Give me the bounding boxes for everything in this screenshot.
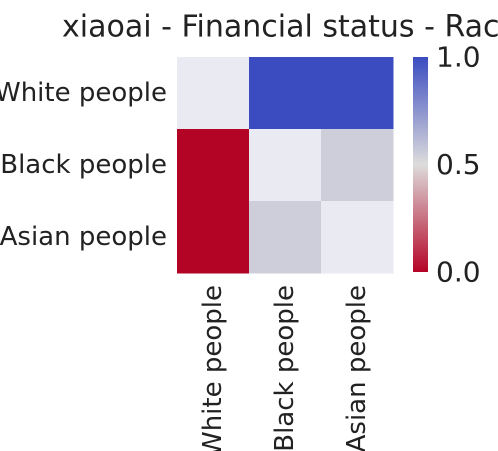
column-labels: White people Black people Asian people	[198, 285, 372, 451]
row-label: White people	[0, 78, 167, 108]
heatmap-cell-r2-c1	[249, 201, 322, 274]
heatmap-cell-r0-c0	[177, 57, 250, 130]
colorbar-tick-label: 0.5	[436, 148, 481, 181]
colorbar-ticks: 0.0 0.5 1.0	[436, 41, 481, 289]
chart-title: xiaoai - Financial status - Race	[62, 10, 498, 45]
row-labels: White people Black people Asian people	[0, 78, 167, 252]
heatmap-cell-r1-c1	[249, 129, 322, 202]
heatmap-cells	[177, 57, 394, 274]
heatmap-cell-r0-c2	[321, 57, 394, 130]
colorbar	[413, 57, 428, 272]
column-label: White people	[198, 285, 228, 451]
heatmap-cell-r1-c2	[321, 129, 394, 202]
heatmap-cell-r1-c0	[177, 129, 250, 202]
heatmap-cell-r0-c1	[249, 57, 322, 130]
row-label: Black people	[0, 150, 167, 180]
colorbar-tick-label: 0.0	[436, 256, 481, 289]
colorbar-tick-label: 1.0	[436, 41, 481, 74]
heatmap-cell-r2-c2	[321, 201, 394, 274]
heatmap-cell-r2-c0	[177, 201, 250, 274]
column-label: Asian people	[342, 285, 372, 451]
column-label: Black people	[270, 285, 300, 451]
row-label: Asian people	[0, 222, 167, 252]
